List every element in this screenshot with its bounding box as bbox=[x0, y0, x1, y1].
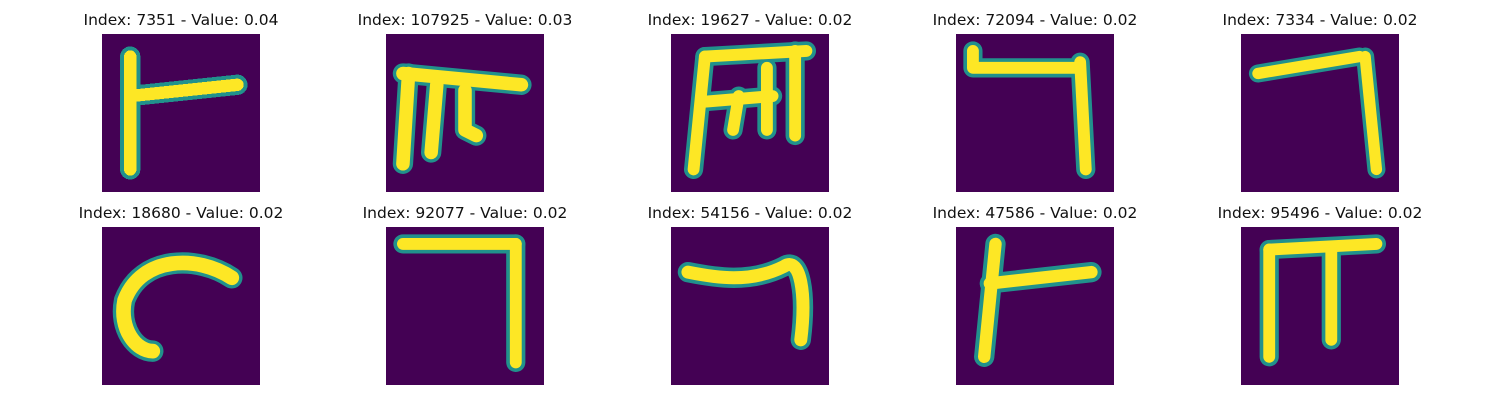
image-panel-1: Index: 7351 - Value: 0.04 bbox=[31, 0, 331, 192]
glyph-7-icon bbox=[386, 227, 544, 385]
glyph-9-icon bbox=[956, 227, 1114, 385]
image-panel-8: Index: 54156 - Value: 0.02 bbox=[600, 193, 900, 385]
panel-title: Index: 18680 - Value: 0.02 bbox=[78, 204, 284, 222]
panel-title: Index: 19627 - Value: 0.02 bbox=[647, 11, 853, 29]
image-panel-4: Index: 72094 - Value: 0.02 bbox=[885, 0, 1185, 192]
panel-title: Index: 107925 - Value: 0.03 bbox=[357, 11, 573, 29]
image-panel-5: Index: 7334 - Value: 0.02 bbox=[1170, 0, 1470, 192]
panel-title: Index: 72094 - Value: 0.02 bbox=[932, 11, 1138, 29]
glyph-6-icon bbox=[102, 227, 260, 385]
glyph-2-icon bbox=[386, 34, 544, 192]
glyph-4-icon bbox=[956, 34, 1114, 192]
panel-title: Index: 47586 - Value: 0.02 bbox=[932, 204, 1138, 222]
panel-title: Index: 95496 - Value: 0.02 bbox=[1217, 204, 1423, 222]
image-panel-6: Index: 18680 - Value: 0.02 bbox=[31, 193, 331, 385]
panel-title: Index: 92077 - Value: 0.02 bbox=[362, 204, 568, 222]
image-panel-10: Index: 95496 - Value: 0.02 bbox=[1170, 193, 1470, 385]
panel-title: Index: 54156 - Value: 0.02 bbox=[647, 204, 853, 222]
glyph-5-icon bbox=[1241, 34, 1399, 192]
image-panel-9: Index: 47586 - Value: 0.02 bbox=[885, 193, 1185, 385]
panel-title: Index: 7334 - Value: 0.02 bbox=[1222, 11, 1418, 29]
image-panel-7: Index: 92077 - Value: 0.02 bbox=[315, 193, 615, 385]
glyph-3-icon bbox=[671, 34, 829, 192]
panel-title: Index: 7351 - Value: 0.04 bbox=[83, 11, 279, 29]
glyph-10-icon bbox=[1241, 227, 1399, 385]
glyph-8-icon bbox=[671, 227, 829, 385]
glyph-1-icon bbox=[102, 34, 260, 192]
image-panel-3: Index: 19627 - Value: 0.02 bbox=[600, 0, 900, 192]
image-panel-2: Index: 107925 - Value: 0.03 bbox=[315, 0, 615, 192]
